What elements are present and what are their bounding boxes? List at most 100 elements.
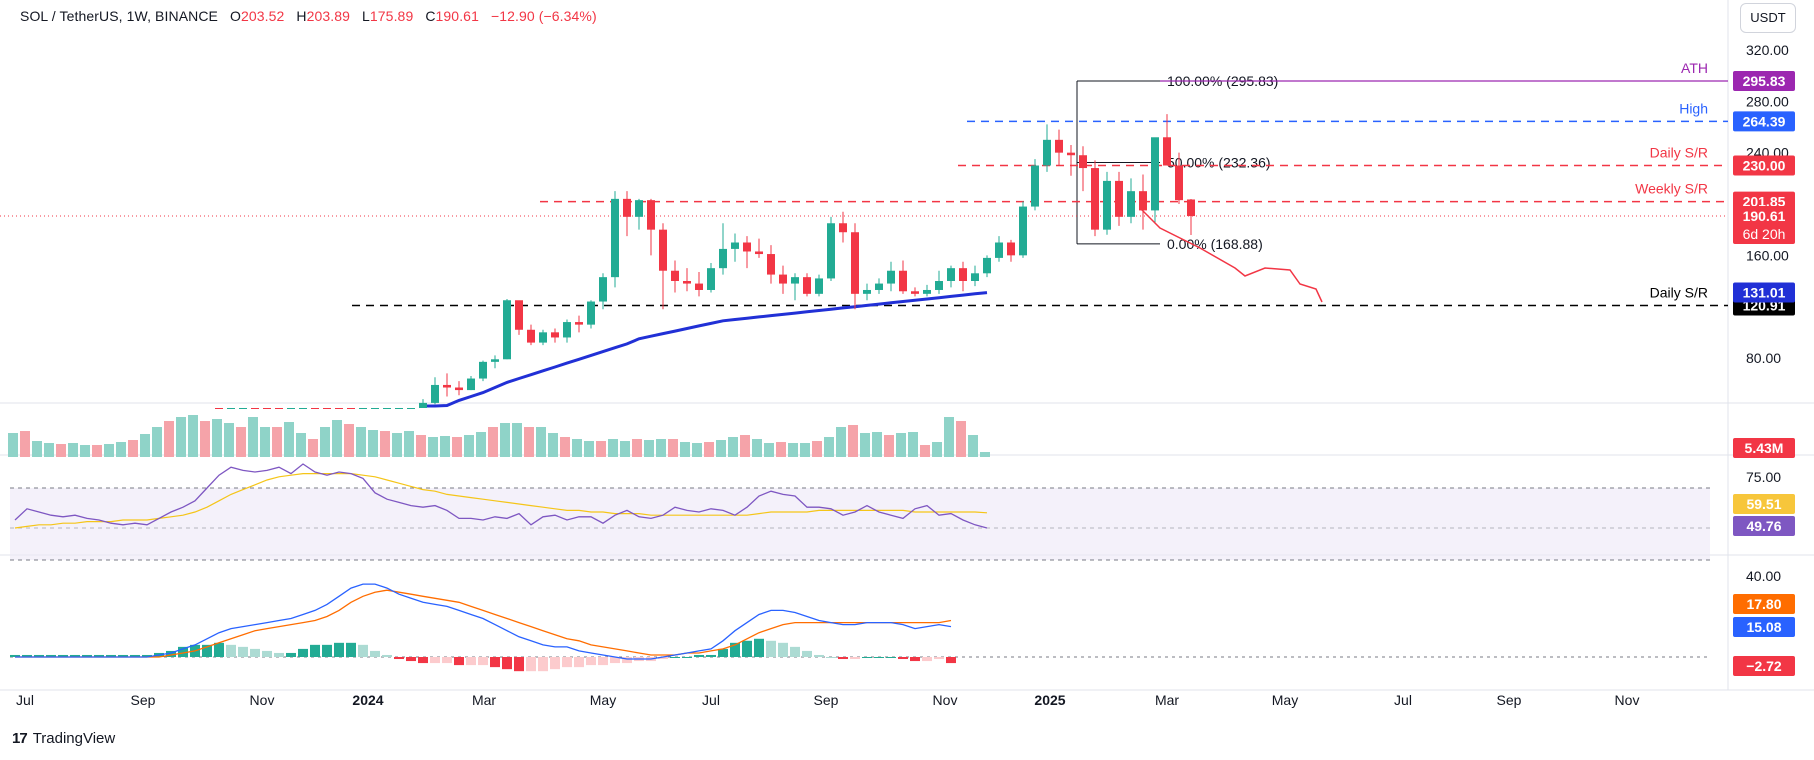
volume-bar xyxy=(176,417,186,457)
candle-body xyxy=(347,408,355,409)
macd-histogram-bar xyxy=(358,644,368,657)
currency-button[interactable]: USDT xyxy=(1740,3,1796,33)
candle-body xyxy=(1091,168,1099,230)
volume-bar xyxy=(476,432,486,457)
macd-histogram-bar xyxy=(802,650,812,657)
macd-histogram-bar xyxy=(910,657,920,662)
candle-body xyxy=(611,198,619,278)
macd-histogram-bar xyxy=(202,644,212,657)
macd-histogram-bar xyxy=(574,657,584,668)
candle-body xyxy=(995,242,1003,258)
candle-body xyxy=(719,248,727,269)
volume-bar xyxy=(572,439,582,457)
macd-line xyxy=(15,583,952,660)
time-axis-label: Jul xyxy=(16,692,34,708)
volume-bar xyxy=(452,437,462,457)
candle-body xyxy=(731,242,739,249)
macd-hist-tag-text: −2.72 xyxy=(1746,658,1782,674)
price-level-tag xyxy=(1733,111,1795,132)
candle-body xyxy=(1151,137,1159,211)
volume-bar xyxy=(500,423,510,457)
macd-histogram-bar xyxy=(70,654,80,657)
candle-body xyxy=(431,384,439,403)
candle-body xyxy=(539,332,547,343)
fib-level-label: 0.00% (168.88) xyxy=(1167,236,1263,252)
volume-bar xyxy=(512,423,522,457)
macd-histogram-bar xyxy=(34,654,44,657)
volume-bar xyxy=(764,443,774,457)
macd-histogram-bar xyxy=(250,648,260,657)
volume-bar xyxy=(32,441,42,457)
time-axis-label: May xyxy=(590,692,616,708)
rsi-line xyxy=(14,463,988,529)
candle-body xyxy=(1019,206,1027,256)
candle-body xyxy=(503,300,511,360)
volume-bar xyxy=(296,433,306,457)
volume-bar xyxy=(236,427,246,457)
candle-body xyxy=(287,408,295,409)
open-value: 203.52 xyxy=(240,8,285,24)
macd-histogram-bar xyxy=(862,657,872,658)
macd-signal-tag xyxy=(1733,594,1795,614)
volume-bar xyxy=(752,439,762,457)
candle-body xyxy=(803,277,811,294)
volume-bar xyxy=(440,436,450,457)
tradingview-logo-icon: 17 xyxy=(12,730,28,747)
macd-histogram-bar xyxy=(430,657,440,664)
macd-histogram-bar xyxy=(826,657,836,658)
price-level-tag-text: 201.85 xyxy=(1743,194,1786,210)
candle-body xyxy=(443,384,451,388)
candle-body xyxy=(1127,191,1135,217)
volume-bar xyxy=(788,443,798,457)
volume-tag-text: 5.43M xyxy=(1745,440,1784,456)
volume-bar xyxy=(644,440,654,457)
volume-bar xyxy=(224,423,234,457)
volume-bar xyxy=(860,433,870,457)
volume-bar xyxy=(908,432,918,457)
candle-body xyxy=(935,281,943,290)
volume-bar xyxy=(368,430,378,457)
time-axis-label: Mar xyxy=(472,692,496,708)
volume-bar xyxy=(404,431,414,457)
candle-body xyxy=(1043,139,1051,166)
candle-body xyxy=(743,242,751,252)
candle-body xyxy=(263,408,271,409)
macd-histogram-bar xyxy=(502,657,512,670)
price-level-label: Weekly S/R xyxy=(1635,181,1708,197)
candle-body xyxy=(899,270,907,292)
macd-histogram-bar xyxy=(922,657,932,662)
time-axis-label: Nov xyxy=(250,692,275,708)
volume-bar xyxy=(104,444,114,457)
macd-histogram-bar xyxy=(238,646,248,657)
time-axis-label: 2024 xyxy=(352,692,383,708)
ma-value-tag xyxy=(1733,282,1795,303)
candle-body xyxy=(671,270,679,281)
candle-body xyxy=(839,223,847,233)
ma-value-tag-text: 131.01 xyxy=(1743,285,1786,301)
macd-histogram-bar xyxy=(418,657,428,664)
macd-histogram-bar xyxy=(622,657,632,664)
volume-bar xyxy=(584,441,594,457)
volume-bar xyxy=(728,437,738,457)
candle-body xyxy=(407,408,415,409)
open-label: O xyxy=(229,8,241,24)
price-level-tag-text: 230.00 xyxy=(1743,158,1786,174)
candle-body xyxy=(275,408,283,409)
macd-histogram-bar xyxy=(46,654,56,657)
tradingview-brand[interactable]: 17 TradingView xyxy=(12,730,115,747)
candle-body xyxy=(371,408,379,409)
volume-bar xyxy=(656,439,666,457)
volume-bar xyxy=(488,427,498,457)
candle-body xyxy=(467,378,475,391)
macd-histogram-bar xyxy=(550,657,560,670)
macd-histogram-bar xyxy=(370,650,380,657)
chart-header: SOL / TetherUS, 1W, BINANCE O203.52 H203… xyxy=(20,8,597,24)
candle-body xyxy=(635,200,643,217)
volume-bar xyxy=(884,435,894,457)
volume-tag xyxy=(1733,438,1795,458)
candle-body xyxy=(311,408,319,409)
candle-body xyxy=(227,408,235,409)
macd-histogram-bar xyxy=(274,652,284,657)
volume-bar xyxy=(560,437,570,457)
